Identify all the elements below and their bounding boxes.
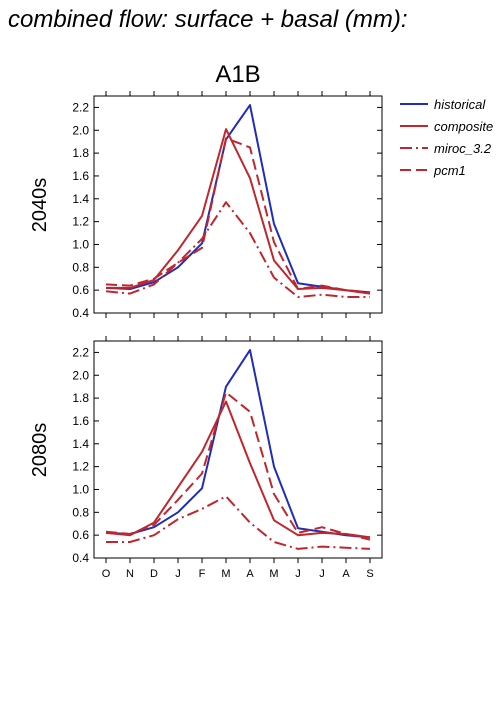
- y-tick-label: 1.2: [72, 215, 89, 229]
- x-tick-label: O: [102, 568, 111, 580]
- legend-entry: historical: [400, 97, 486, 112]
- series-line-historical: [105, 104, 371, 294]
- x-tick-label: J: [295, 568, 301, 580]
- legend-entry: pcm1: [400, 163, 466, 178]
- plot-frame: [93, 95, 383, 314]
- series-line-pcm1: [105, 391, 371, 541]
- series-line-pcm1: [105, 137, 371, 294]
- series-line-composite: [105, 400, 371, 539]
- y-tick-label: 1.0: [72, 482, 89, 496]
- y-tick-label: 0.6: [72, 283, 89, 297]
- legend-label: composite: [434, 119, 493, 134]
- y-tick-label: 1.6: [72, 169, 89, 183]
- series-line-miroc-3-2: [105, 201, 370, 298]
- x-tick-label: S: [366, 568, 373, 580]
- y-tick-label: 1.8: [72, 146, 89, 160]
- x-tick-label: M: [221, 568, 230, 580]
- y-tick-label: 1.4: [72, 192, 89, 206]
- legend-entry: miroc_3.2: [400, 141, 492, 156]
- series-line-composite: [106, 128, 371, 295]
- y-tick-label: 1.8: [72, 391, 89, 405]
- panel-2-ylabel: 2080s: [29, 423, 51, 478]
- legend-label: historical: [434, 97, 486, 112]
- panel-1-ylabel: 2040s: [29, 178, 51, 233]
- panel-1-title: A1B: [215, 61, 260, 88]
- legend-label: miroc_3.2: [434, 141, 492, 156]
- series-line-miroc-3-2: [106, 495, 371, 550]
- x-tick-label: J: [319, 568, 325, 580]
- y-tick-label: 2.0: [72, 123, 89, 137]
- y-tick-label: 0.8: [72, 260, 89, 274]
- x-tick-label: F: [199, 568, 206, 580]
- y-tick-label: 0.4: [72, 551, 89, 565]
- plot-layer: 0.4 0.6 0.8 1.0 1.2 1.4 1.6 1.8 2.0 2.2 0.4 0.6 0.8 1…: [72, 91, 383, 580]
- legend-label: pcm1: [433, 163, 466, 178]
- y-tick-label: 1.2: [72, 460, 89, 474]
- y-tick-label: 0.8: [72, 505, 89, 519]
- plot-frame: [93, 340, 383, 559]
- figure-title: combined flow: surface + basal (mm):: [8, 6, 408, 33]
- y-tick-label: 2.2: [72, 100, 89, 114]
- y-tick-label: 1.4: [72, 437, 89, 451]
- y-tick-label: 2.0: [72, 368, 89, 382]
- legend: historical composite miroc_3.2 pcm1: [400, 97, 493, 178]
- x-tick-label: J: [175, 568, 181, 580]
- y-tick-label: 0.6: [72, 528, 89, 542]
- legend-entry: composite: [400, 119, 493, 134]
- y-tick-label: 1.0: [72, 237, 89, 251]
- y-tick-label: 2.2: [72, 345, 89, 359]
- x-tick-label: M: [269, 568, 278, 580]
- panel-1: 0.4 0.6 0.8 1.0 1.2 1.4 1.6 1.8 2.0 2.2: [72, 91, 383, 320]
- y-tick-label: 0.4: [72, 306, 89, 320]
- x-tick-label: A: [342, 568, 350, 580]
- y-tick-label: 1.6: [72, 414, 89, 428]
- x-tick-label: D: [150, 568, 158, 580]
- x-tick-label: A: [246, 568, 254, 580]
- x-tick-label: N: [126, 568, 134, 580]
- panel-2: 0.4 0.6 0.8 1.0 1.2 1.4 1.6 1.8 2.0 2.2 O N D J F M A M J J…: [72, 336, 383, 580]
